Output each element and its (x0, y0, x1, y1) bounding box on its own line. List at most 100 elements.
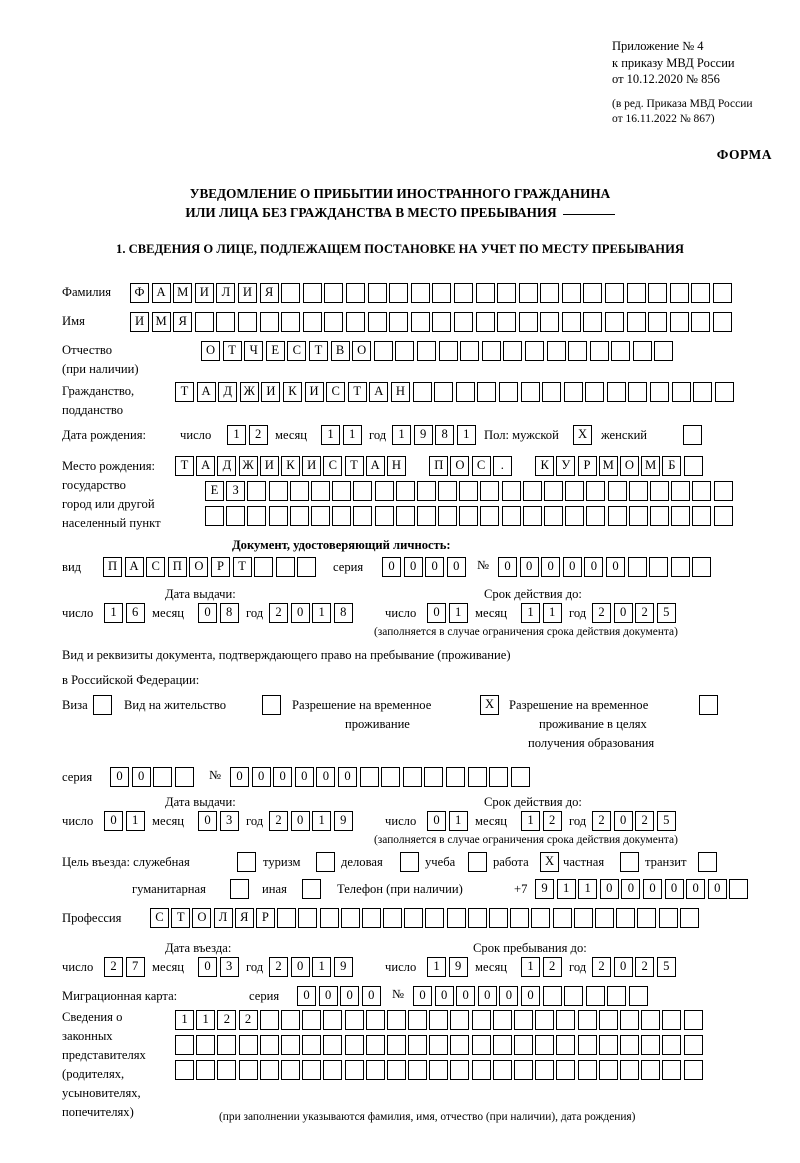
char-cell[interactable] (381, 767, 401, 787)
char-cell[interactable] (319, 908, 339, 928)
char-cell[interactable] (598, 1010, 618, 1030)
char-cell[interactable] (445, 767, 465, 787)
char-cell[interactable] (344, 1060, 364, 1080)
char-cell[interactable]: 2 (104, 957, 123, 977)
char-cell[interactable]: И (261, 382, 281, 402)
char-cell[interactable] (518, 283, 538, 303)
char-cell[interactable] (531, 908, 551, 928)
char-cell[interactable]: О (450, 456, 470, 476)
char-cell[interactable]: С (150, 908, 169, 928)
char-cell[interactable] (714, 382, 734, 402)
char-cell[interactable] (518, 312, 538, 332)
char-cell[interactable]: 0 (434, 986, 454, 1006)
char-cell[interactable]: 0 (446, 557, 466, 577)
char-cell[interactable] (281, 312, 301, 332)
char-cell[interactable]: 0 (361, 986, 381, 1006)
char-cell[interactable]: 0 (290, 957, 310, 977)
char-cell[interactable] (429, 1010, 449, 1030)
char-cell[interactable]: Р (577, 456, 597, 476)
char-cell[interactable]: 1 (448, 811, 468, 831)
char-cell[interactable]: С (146, 557, 166, 577)
char-cell[interactable]: Т (232, 557, 252, 577)
char-cell[interactable]: 0 (541, 557, 561, 577)
char-cell[interactable]: К (280, 456, 300, 476)
char-cell[interactable] (671, 481, 691, 501)
char-cell[interactable] (654, 341, 674, 361)
char-cell[interactable]: 7 (125, 957, 145, 977)
char-cell[interactable] (453, 312, 473, 332)
char-cell[interactable] (280, 1010, 300, 1030)
char-cell[interactable]: 1 (104, 603, 123, 623)
char-cell[interactable] (404, 908, 424, 928)
char-cell[interactable]: 1 (456, 425, 476, 445)
char-cell[interactable]: 2 (635, 957, 655, 977)
char-cell[interactable]: 9 (448, 957, 468, 977)
char-cell[interactable] (386, 1035, 406, 1055)
char-cell[interactable] (586, 506, 606, 526)
char-cell[interactable]: 0 (519, 557, 539, 577)
char-cell[interactable] (501, 506, 521, 526)
char-cell[interactable] (446, 908, 466, 928)
char-cell[interactable]: А (151, 283, 171, 303)
char-cell[interactable]: 6 (125, 603, 145, 623)
char-cell[interactable] (577, 1035, 597, 1055)
char-cell[interactable] (713, 312, 733, 332)
char-cell[interactable]: 5 (656, 957, 676, 977)
char-cell[interactable] (280, 1060, 300, 1080)
char-cell[interactable]: 1 (321, 425, 340, 445)
char-cell[interactable] (650, 382, 670, 402)
char-cell[interactable] (628, 506, 648, 526)
char-cell[interactable]: 1 (342, 425, 362, 445)
char-cell[interactable] (438, 506, 458, 526)
char-cell[interactable]: 0 (498, 557, 517, 577)
char-cell[interactable] (565, 506, 585, 526)
char-cell[interactable] (453, 283, 473, 303)
char-cell[interactable]: 2 (542, 811, 562, 831)
char-cell[interactable] (683, 1010, 703, 1030)
char-cell[interactable]: 1 (521, 811, 540, 831)
char-cell[interactable] (174, 767, 194, 787)
char-cell[interactable] (561, 312, 581, 332)
char-cell[interactable]: 2 (592, 957, 611, 977)
char-cell[interactable] (424, 767, 444, 787)
char-cell[interactable] (628, 481, 648, 501)
char-cell[interactable] (323, 1060, 343, 1080)
char-cell[interactable] (669, 283, 689, 303)
char-cell[interactable]: 1 (578, 879, 598, 899)
char-cell[interactable] (628, 382, 648, 402)
char-cell[interactable]: Т (344, 456, 364, 476)
char-cell[interactable]: 0 (110, 767, 129, 787)
char-cell[interactable]: У (556, 456, 576, 476)
char-cell[interactable]: 1 (227, 425, 246, 445)
char-cell[interactable] (459, 481, 479, 501)
char-cell[interactable]: 0 (456, 986, 476, 1006)
char-cell[interactable] (395, 481, 415, 501)
char-cell[interactable] (438, 481, 458, 501)
char-cell[interactable] (153, 767, 173, 787)
char-cell[interactable]: Ж (239, 382, 259, 402)
char-cell[interactable] (247, 506, 267, 526)
char-cell[interactable] (340, 908, 360, 928)
char-cell[interactable] (616, 908, 636, 928)
char-cell[interactable] (605, 283, 625, 303)
char-cell[interactable] (510, 767, 530, 787)
char-cell[interactable]: 0 (290, 811, 310, 831)
char-cell[interactable] (410, 312, 430, 332)
char-cell[interactable]: Д (217, 456, 237, 476)
char-cell[interactable] (402, 767, 422, 787)
char-cell[interactable] (524, 341, 544, 361)
char-cell[interactable]: 0 (198, 811, 217, 831)
